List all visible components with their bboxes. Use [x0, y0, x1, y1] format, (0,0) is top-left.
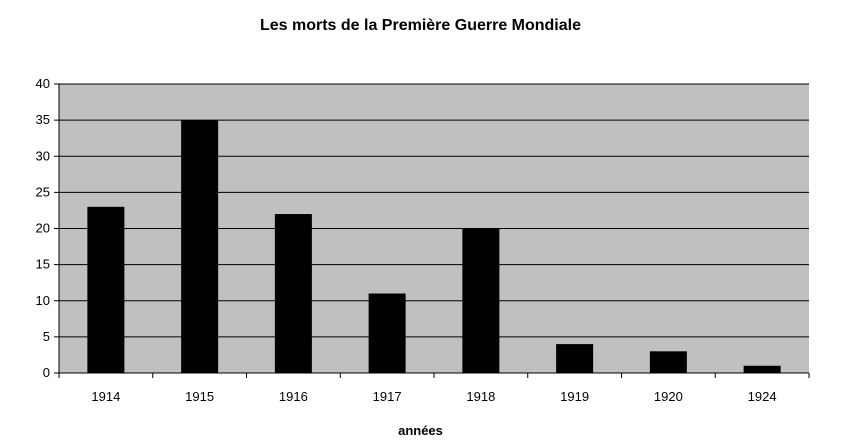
- x-tick-label: 1920: [654, 389, 683, 404]
- x-axis-label: années: [398, 423, 443, 438]
- x-tick-label: 1918: [466, 389, 495, 404]
- x-tick-label: 1915: [185, 389, 214, 404]
- bar-1917: [368, 293, 406, 373]
- bar-1916: [274, 214, 312, 373]
- bars: [87, 120, 781, 373]
- bar-1919: [556, 344, 594, 373]
- y-tick-label: 20: [36, 221, 50, 236]
- y-tick-label: 35: [36, 112, 50, 127]
- y-tick-label: 0: [43, 365, 50, 380]
- x-tick-label: 1917: [373, 389, 402, 404]
- bar-1920: [649, 351, 687, 373]
- x-tick-label: 1914: [91, 389, 120, 404]
- y-tick-label: 40: [36, 76, 50, 91]
- bar-1915: [181, 120, 219, 373]
- bar-1914: [87, 206, 125, 373]
- y-tick-labels: 0 5 10 15 20 25 30 35 40: [36, 76, 50, 380]
- y-tick-label: 5: [43, 329, 50, 344]
- y-tick-label: 10: [36, 293, 50, 308]
- x-tick-label: 1916: [279, 389, 308, 404]
- bar-1918: [462, 228, 500, 373]
- x-tick-label: 1924: [748, 389, 777, 404]
- chart-title: Les morts de la Première Guerre Mondiale: [259, 17, 581, 34]
- bar-1924: [743, 365, 781, 373]
- y-tick-label: 15: [36, 257, 50, 272]
- y-tick-label: 25: [36, 184, 50, 199]
- y-tick-label: 30: [36, 148, 50, 163]
- x-tick-labels: 1914 1915 1916 1917 1918 1919 1920 1924: [91, 389, 776, 404]
- axes: [54, 83, 810, 378]
- x-tick-label: 1919: [560, 389, 589, 404]
